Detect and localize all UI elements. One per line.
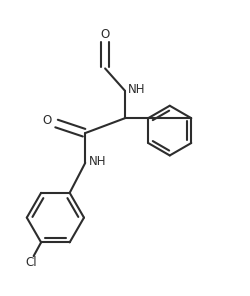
Text: O: O (100, 28, 110, 41)
Text: NH: NH (128, 83, 146, 96)
Text: O: O (43, 114, 52, 127)
Text: NH: NH (88, 155, 106, 168)
Text: Cl: Cl (25, 256, 37, 269)
